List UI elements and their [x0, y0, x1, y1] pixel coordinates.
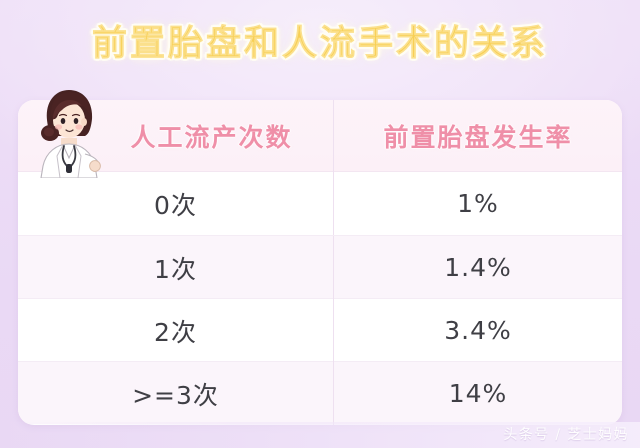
table-header-label-rate: 前置胎盘发生率: [383, 123, 573, 152]
table-cell-count: 1次: [18, 236, 333, 299]
table-header-label-count: 人工流产次数: [130, 123, 293, 152]
table-header-cell-rate: 前置胎盘发生率: [333, 100, 622, 172]
cell-value-count: 0次: [154, 190, 197, 220]
page-title: 前置胎盘和人流手术的关系: [91, 24, 548, 65]
table-cell-count: 0次: [18, 172, 333, 235]
data-table-card: 人工流产次数 前置胎盘发生率 0次 1% 1次 1.4%: [18, 100, 622, 425]
cell-value-count: 2次: [154, 317, 197, 347]
cell-value-count: >=3次: [132, 380, 219, 410]
table-row: 2次 3.4%: [18, 298, 622, 362]
title-area: 前置胎盘和人流手术的关系: [0, 16, 640, 80]
table-cell-rate: 1.4%: [333, 236, 622, 299]
watermark-bar: [0, 422, 640, 448]
table-cell-rate: 1%: [333, 172, 622, 235]
table-cell-rate: 14%: [333, 362, 622, 425]
table-cell-count: >=3次: [18, 362, 333, 425]
table-header-row: 人工流产次数 前置胎盘发生率: [18, 100, 622, 172]
cell-value-rate: 1%: [457, 189, 499, 218]
table-row: >=3次 14%: [18, 361, 622, 425]
table-cell-count: 2次: [18, 299, 333, 362]
cell-value-count: 1次: [154, 254, 197, 284]
cell-value-rate: 1.4%: [444, 253, 512, 282]
table-cell-rate: 3.4%: [333, 299, 622, 362]
table-header-cell-count: 人工流产次数: [18, 100, 333, 172]
watermark-text: 头条号 / 芝士妈妈: [503, 427, 629, 443]
cell-value-rate: 3.4%: [444, 316, 512, 345]
table-row: 0次 1%: [18, 172, 622, 235]
table-row: 1次 1.4%: [18, 235, 622, 299]
cell-value-rate: 14%: [448, 379, 508, 408]
